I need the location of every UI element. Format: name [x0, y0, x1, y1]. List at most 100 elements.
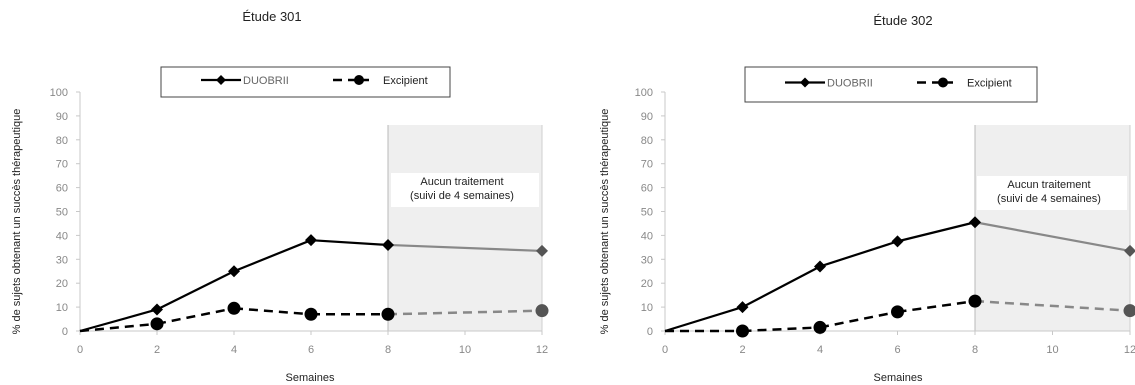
x-tick-label: 12: [1124, 344, 1135, 356]
y-tick-label: 30: [641, 254, 653, 266]
y-tick-label: 10: [641, 302, 653, 314]
y-tick-label: 90: [56, 111, 68, 123]
series-1-segment: [664, 306, 743, 333]
y-tick-label: 10: [56, 302, 68, 314]
y-tick-label: 60: [56, 183, 68, 195]
series-2-point: [304, 307, 318, 321]
series-2-point: [1123, 304, 1135, 318]
series-2-segment: [742, 326, 821, 333]
y-tick-label: 40: [641, 230, 653, 242]
series-2-segment: [819, 310, 898, 329]
legend-circle-marker: [938, 77, 948, 88]
x-axis-label: Semaines: [286, 372, 335, 384]
annotation-line-2: (suivi de 4 semaines): [410, 190, 514, 202]
x-tick-label: 8: [385, 344, 391, 356]
x-tick-label: 4: [231, 344, 237, 356]
legend-label-excipient: Excipient: [967, 78, 1012, 90]
y-tick-label: 80: [641, 135, 653, 147]
series-1-segment: [310, 239, 389, 247]
legend-diamond-marker: [800, 77, 810, 88]
series-2-point: [736, 324, 749, 338]
annotation-background: [977, 176, 1127, 210]
series-1-point: [536, 244, 548, 257]
x-tick-label: 10: [459, 344, 471, 356]
x-tick-label: 0: [662, 344, 668, 356]
chart-panel-2: Étude 302 Aucun traitement (suivi de 4 sem…: [599, 13, 1135, 384]
x-tick-label: 8: [972, 344, 978, 356]
series-2-point: [813, 320, 827, 334]
annotation-line-1: Aucun traitement: [420, 176, 503, 188]
series-1-point: [151, 303, 163, 316]
chart-title: Étude 301: [242, 9, 301, 24]
legend-circle-marker: [354, 75, 364, 85]
legend-label-duobrii: DUOBRII: [243, 75, 289, 87]
series-2-segment: [897, 299, 976, 314]
series-1-segment: [974, 221, 1131, 253]
series-1-point: [228, 265, 240, 278]
legend-box: [744, 66, 1038, 103]
y-tick-label: 100: [50, 87, 68, 99]
y-tick-label: 0: [62, 326, 68, 338]
x-tick-label: 6: [308, 344, 314, 356]
series-1-point: [305, 234, 317, 247]
y-tick-label: 40: [56, 230, 68, 242]
x-tick-label: 2: [154, 344, 160, 356]
y-tick-label: 50: [641, 207, 653, 219]
legend-diamond-marker: [216, 75, 226, 85]
no-treatment-shaded-region: [388, 125, 542, 331]
series-1-point: [382, 238, 394, 251]
x-tick-label: 0: [77, 344, 83, 356]
series-2-segment: [79, 322, 158, 333]
y-tick-label: 0: [647, 326, 653, 338]
annotation-background: [391, 173, 539, 207]
y-tick-label: 70: [56, 159, 68, 171]
y-tick-label: 70: [641, 159, 653, 171]
y-tick-label: 100: [635, 87, 653, 99]
series-1-point: [969, 216, 981, 229]
series-1-point: [891, 235, 904, 248]
series-2-point: [227, 301, 241, 315]
x-tick-label: 12: [536, 344, 548, 356]
x-tick-label: 4: [817, 344, 823, 356]
legend-label-excipient: Excipient: [383, 75, 428, 87]
y-tick-label: 60: [641, 183, 653, 195]
series-2-segment: [387, 309, 543, 316]
series-1-point: [1124, 244, 1135, 257]
y-tick-label: 90: [641, 111, 653, 123]
series-1-point: [814, 260, 826, 273]
annotation-line-2: (suivi de 4 semaines): [997, 193, 1101, 205]
y-tick-label: 20: [641, 278, 653, 290]
series-2-point: [150, 317, 164, 331]
series-2-segment: [156, 307, 235, 326]
series-1-segment: [387, 243, 543, 253]
series-2-segment: [974, 299, 1131, 312]
series-1-segment: [233, 239, 312, 273]
x-axis-label: Semaines: [874, 372, 923, 384]
y-tick-label: 30: [56, 254, 68, 266]
no-treatment-shaded-region: [975, 125, 1130, 331]
y-tick-label: 80: [56, 135, 68, 147]
y-tick-label: 50: [56, 207, 68, 219]
y-tick-label: 20: [56, 278, 68, 290]
series-2-point: [968, 294, 982, 308]
series-1-segment: [79, 308, 158, 333]
series-1-point: [736, 301, 749, 314]
x-tick-label: 2: [739, 344, 745, 356]
series-1-segment: [741, 265, 821, 309]
series-1-segment: [819, 240, 898, 268]
chart-panel-1: Étude 301 Aucun traitement (suivi de 4 sem…: [11, 9, 549, 384]
legend-label-duobrii: DUOBRII: [827, 78, 873, 90]
chart-title: Étude 302: [873, 13, 932, 28]
series-2-point: [381, 307, 395, 321]
series-2-point: [891, 305, 904, 319]
x-tick-label: 10: [1046, 344, 1058, 356]
legend-box: [160, 66, 451, 98]
y-axis-label: % de sujets obtenant un succès thérapeut…: [599, 109, 611, 335]
series-2-point: [535, 304, 549, 318]
series-1-segment: [156, 270, 235, 311]
x-tick-label: 6: [894, 344, 900, 356]
y-axis-label: % de sujets obtenant un succès thérapeut…: [11, 109, 23, 335]
series-2-segment: [233, 307, 312, 316]
annotation-line-1: Aucun traitement: [1007, 179, 1090, 191]
